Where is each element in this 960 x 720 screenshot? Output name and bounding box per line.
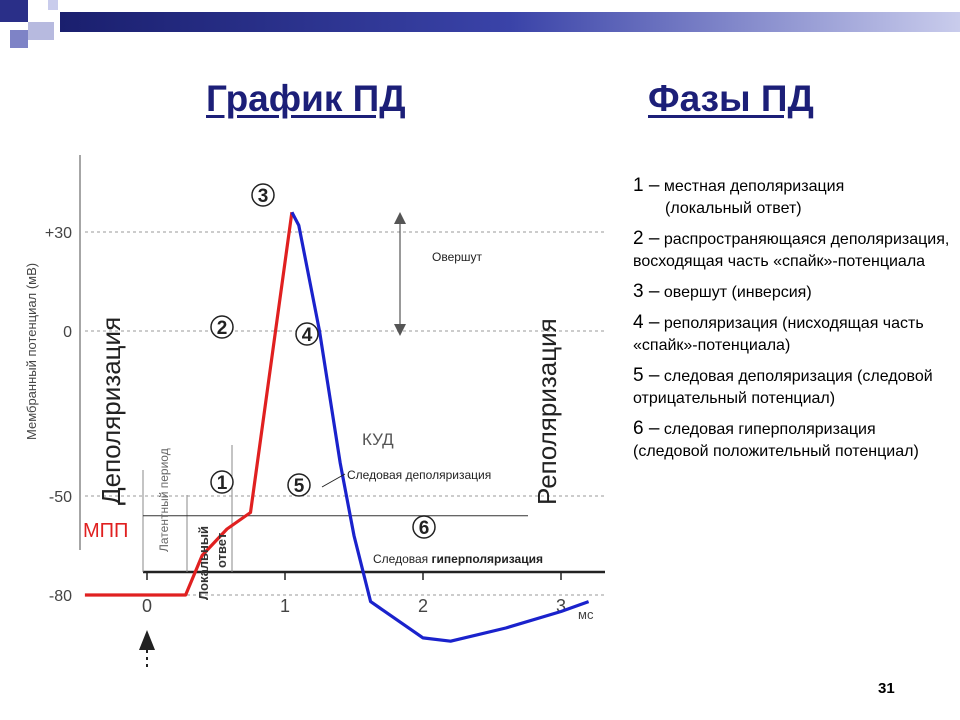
overshoot-arrow-head-up <box>394 212 406 224</box>
deco-square <box>48 0 58 10</box>
page-number: 31 <box>878 680 895 697</box>
phase-text: следовая гиперполяризация (следовой поло… <box>633 421 919 460</box>
stimulus-arrow-icon <box>139 630 155 650</box>
deco-square <box>28 22 54 40</box>
x-tick-label: 2 <box>418 596 428 616</box>
deco-square <box>0 0 28 22</box>
phase-marker <box>295 322 319 346</box>
phase-text: следовая деполяризация (следовой отрицат… <box>633 368 933 407</box>
phase-marker <box>210 470 234 494</box>
y-tick-label: +30 <box>45 225 72 242</box>
overshoot-arrow-head-down <box>394 324 406 336</box>
phase-marker-label: 4 <box>302 325 313 346</box>
phase-text: распространяющаяся деполяризация, восход… <box>633 231 950 270</box>
phase-item: 3 – овершут (инверсия) <box>633 281 953 304</box>
phase-marker <box>210 315 234 339</box>
chart-title: График ПД <box>206 78 406 119</box>
phase-subtext: (локальный ответ) <box>665 200 802 217</box>
phase-marker <box>287 473 311 497</box>
local-response-label-2: ответ <box>214 533 229 568</box>
trace-hyperpolarization-label: Следовая гиперполяризация <box>373 552 543 566</box>
depolarization-label: Деполяризация <box>96 317 126 505</box>
phases-list: 1 – местная деполяризация (локальный отве… <box>633 175 953 471</box>
phase-marker <box>251 183 275 207</box>
phase-item: 6 – следовая гиперполяризация (следовой … <box>633 418 953 463</box>
phase-text: овершут (инверсия) <box>663 284 812 301</box>
phase-marker-label: 5 <box>294 476 305 497</box>
phase-marker-label: 1 <box>217 473 228 494</box>
overshoot-label: Овершут <box>432 250 483 264</box>
phases-title: Фазы ПД <box>648 78 814 119</box>
y-tick-label: -50 <box>49 489 72 506</box>
header-bar <box>60 12 960 32</box>
y-tick-label: 0 <box>63 324 72 341</box>
action-potential-chart: +30 0 -50 -80 0 1 2 3 1 2 3 4 5 6 Мембранный потенци… <box>24 155 605 670</box>
y-tick-label: -80 <box>49 588 72 605</box>
header-decoration <box>0 0 58 48</box>
kud-label: КУД <box>362 430 394 449</box>
phase-marker <box>412 515 436 539</box>
phase-text: местная деполяризация <box>663 178 845 195</box>
trace-depolarization-label: Следовая деполяризация <box>347 468 491 482</box>
deco-square <box>10 30 28 48</box>
phase-item: 1 – местная деполяризация (локальный отве… <box>633 175 953 220</box>
phase-number: 1 – <box>633 175 660 196</box>
phase-number: 5 – <box>633 365 660 386</box>
series-line-red <box>84 211 294 597</box>
phase-marker-label: 2 <box>217 318 228 339</box>
phase-item: 5 – следовая деполяризация (следовой отр… <box>633 365 953 410</box>
phase-item: 4 – реполяризация (нисходящая часть «спа… <box>633 312 953 357</box>
phase-item: 2 – распространяющаяся деполяризация, во… <box>633 228 953 273</box>
series-line-blue <box>290 211 590 643</box>
y-axis-label: Мембранный потенциал (мВ) <box>24 263 39 440</box>
phase-number: 6 – <box>633 418 660 439</box>
latent-period-label: Латентный период <box>157 448 171 552</box>
local-response-label: Локальный <box>196 526 211 600</box>
mpp-label: МПП <box>83 520 128 542</box>
phase-number: 2 – <box>633 228 660 249</box>
x-axis-unit: мс <box>578 607 594 622</box>
repolarization-label: Реполяризация <box>532 318 562 505</box>
phase-marker-label: 6 <box>419 518 430 539</box>
phase-number: 3 – <box>633 281 660 302</box>
phase-text: реполяризация (нисходящая часть «спайк»-… <box>633 315 924 354</box>
phase-number: 4 – <box>633 312 660 333</box>
x-tick-label: 0 <box>142 596 152 616</box>
x-tick-label: 1 <box>280 596 290 616</box>
phase-marker-label: 3 <box>258 186 269 207</box>
x-tick-label: 3 <box>556 596 566 616</box>
trace-depolarization-pointer <box>321 473 346 488</box>
